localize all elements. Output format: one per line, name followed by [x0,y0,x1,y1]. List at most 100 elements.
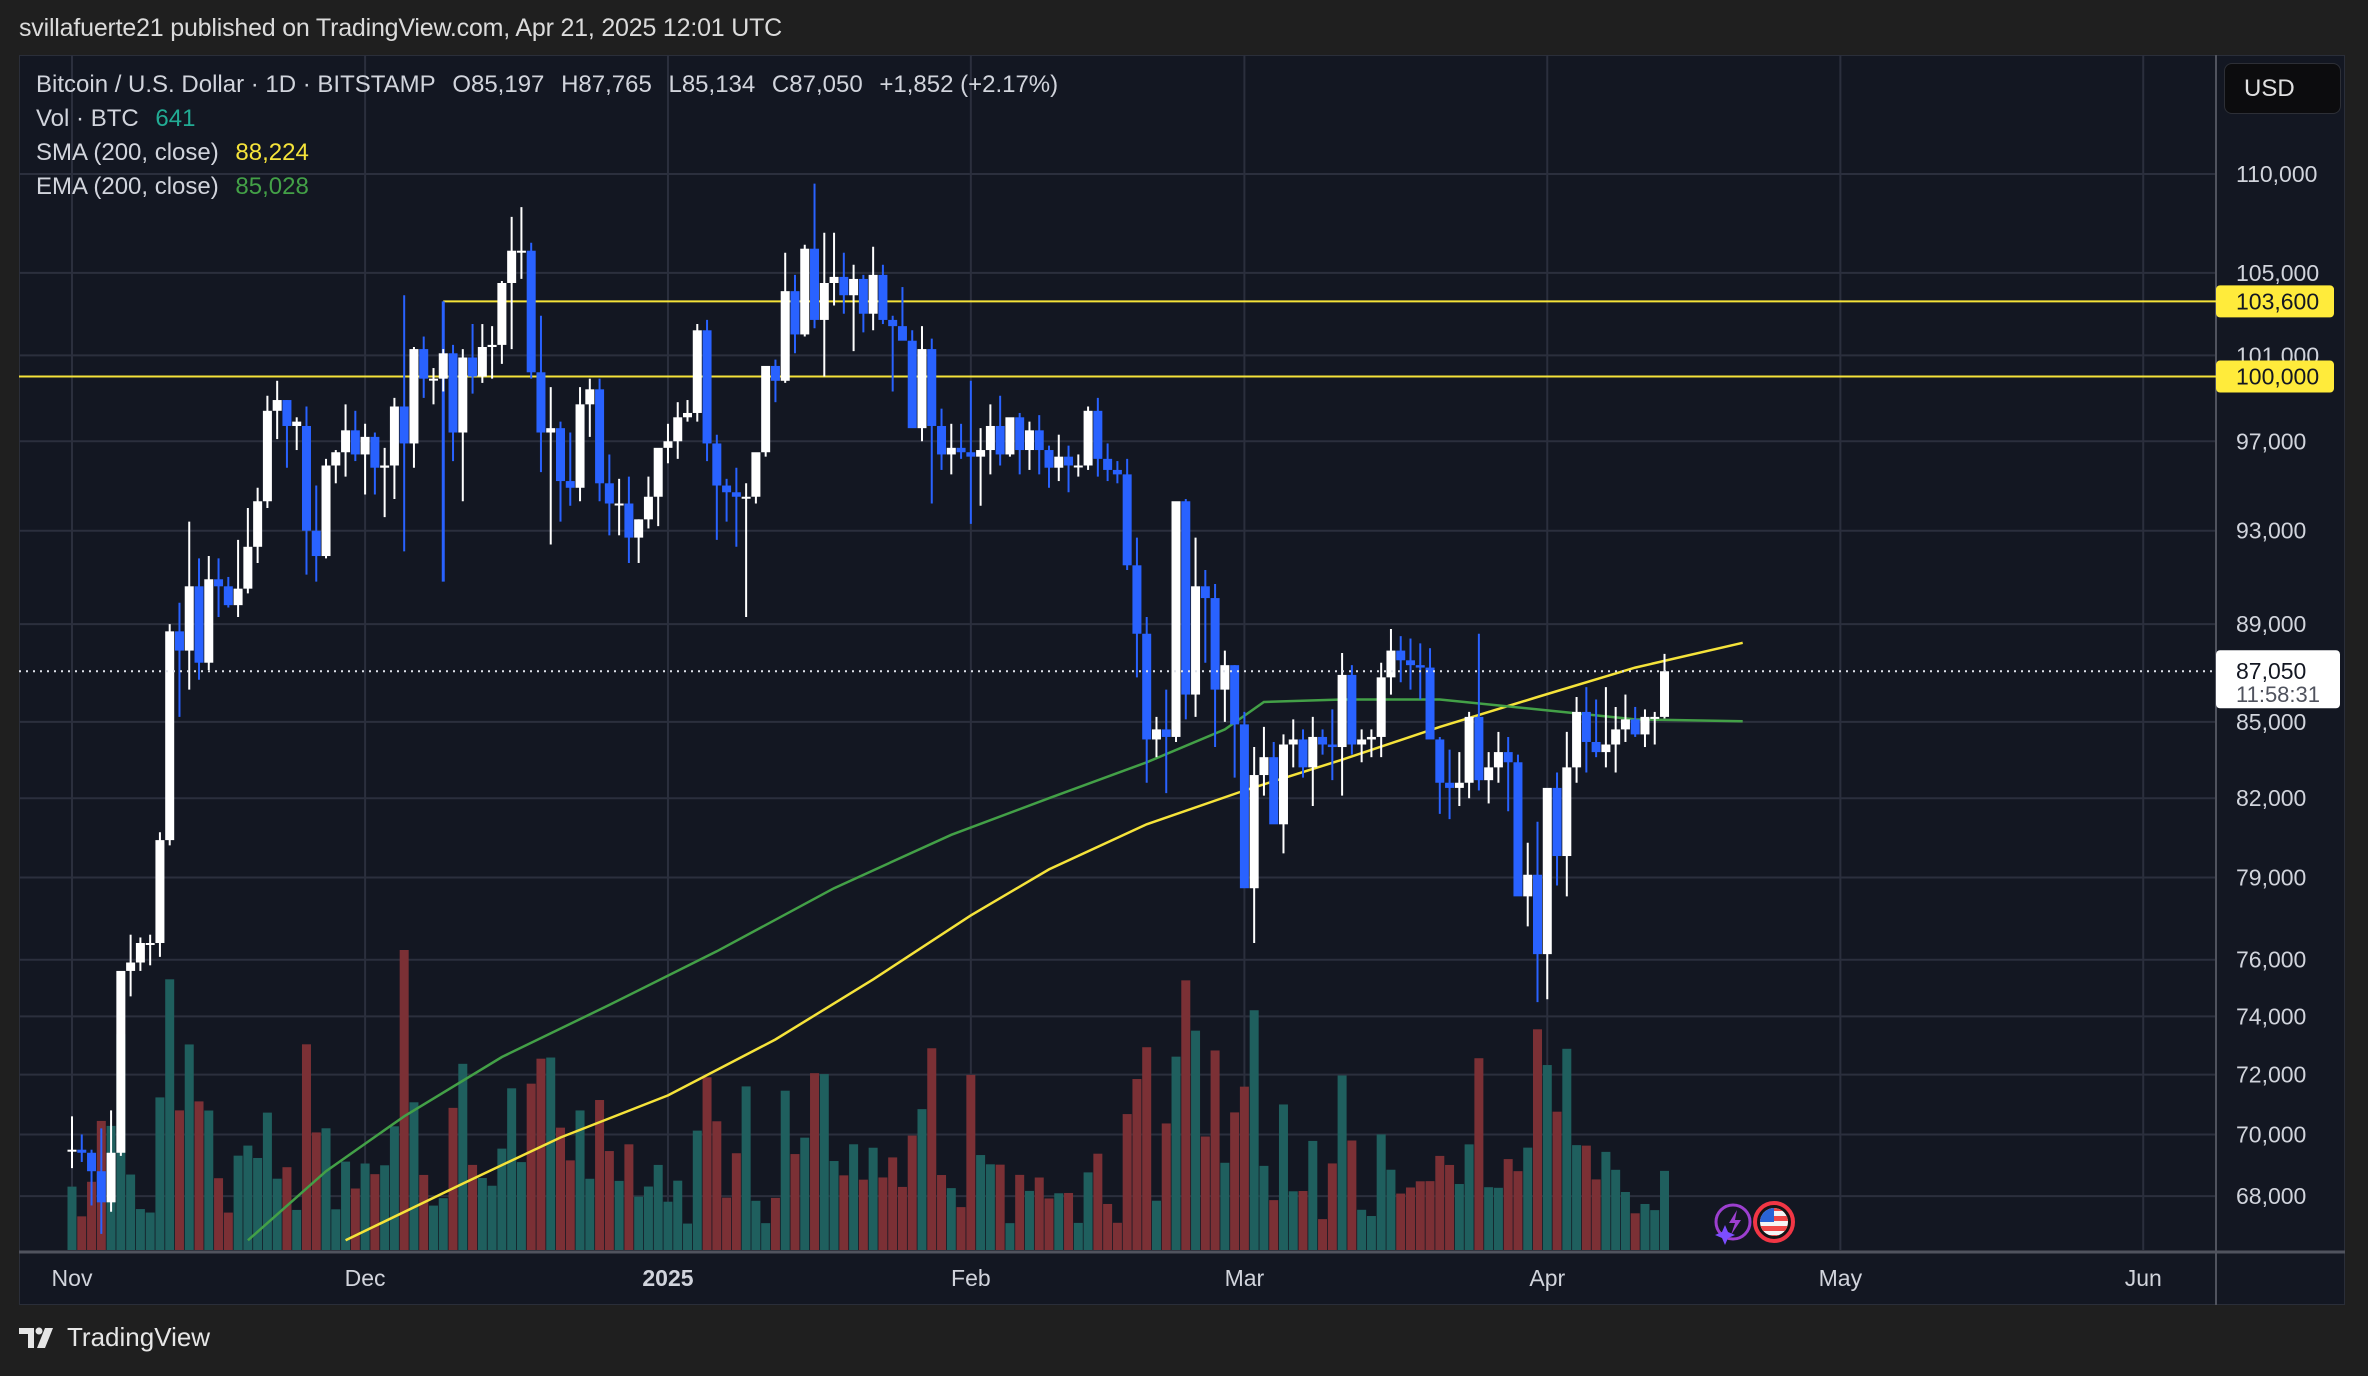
candle-body[interactable] [282,400,292,426]
candle-body[interactable] [341,430,351,453]
candle-body[interactable] [575,404,585,488]
candle-body[interactable] [106,1152,116,1203]
candle-body[interactable] [214,579,224,587]
candle-body[interactable] [946,447,956,455]
candle-body[interactable] [1005,417,1015,455]
candle-body[interactable] [350,430,360,455]
candle-body[interactable] [1191,586,1201,695]
candle-body[interactable] [1210,598,1220,690]
candle-body[interactable] [790,291,800,335]
candle-body[interactable] [546,428,556,433]
candle-body[interactable] [448,353,458,433]
candle-body[interactable] [976,450,986,457]
candle-body[interactable] [770,365,780,381]
candle-body[interactable] [1142,633,1152,740]
candle-body[interactable] [1405,660,1415,666]
candle-body[interactable] [1064,456,1074,466]
candle-body[interactable] [262,410,272,502]
candle-body[interactable] [829,276,839,283]
candle-body[interactable] [956,447,966,453]
candle-body[interactable] [1308,736,1318,768]
candle-body[interactable] [301,425,311,531]
candle-body[interactable] [1454,782,1464,788]
candle-body[interactable] [184,586,194,651]
symbol-title[interactable]: Bitcoin / U.S. Dollar · 1D · BITSTAMP [36,71,436,98]
candle-body[interactable] [1024,430,1034,451]
candle-body[interactable] [849,278,859,296]
candle-body[interactable] [1269,757,1279,825]
candle-body[interactable] [272,400,282,411]
candle-body[interactable] [233,588,243,606]
candle-body[interactable] [477,346,487,377]
candle-body[interactable] [1523,874,1533,897]
candle-body[interactable] [917,349,927,429]
candle-body[interactable] [399,406,409,444]
candle-body[interactable] [487,344,497,347]
candle-body[interactable] [1513,762,1523,897]
candle-body[interactable] [595,389,605,484]
volume-label[interactable]: Vol · BTC [36,105,139,132]
candle-body[interactable] [1122,474,1132,566]
candle-body[interactable] [1327,744,1337,748]
candle-body[interactable] [1259,757,1269,776]
candle-body[interactable] [702,330,712,444]
candle-body[interactable] [565,481,575,488]
candle-body[interactable] [1425,667,1435,740]
candle-body[interactable] [1181,501,1191,695]
candle-body[interactable] [1572,711,1582,768]
candle-body[interactable] [643,496,653,520]
candle-body[interactable] [1552,787,1562,857]
candle-body[interactable] [751,452,761,497]
candle-body[interactable] [389,406,399,466]
candle-body[interactable] [135,943,145,963]
candle-body[interactable] [1132,565,1142,634]
candle-body[interactable] [673,417,683,442]
candle-body[interactable] [1230,665,1240,725]
candle-body[interactable] [839,276,849,296]
candle-body[interactable] [1660,671,1670,717]
candle-body[interactable] [194,586,204,663]
candle-body[interactable] [419,349,429,379]
candle-body[interactable] [1044,450,1054,468]
candle-body[interactable] [1249,775,1259,889]
candle-body[interactable] [1601,744,1611,753]
candle-body[interactable] [204,579,214,663]
candle-body[interactable] [243,546,253,589]
lightning-event-icon[interactable] [1714,1203,1752,1241]
candle-body[interactable] [1034,430,1044,451]
candle-body[interactable] [458,357,468,433]
candle-body[interactable] [67,1149,77,1152]
candle-body[interactable] [438,353,448,379]
candle-body[interactable] [311,530,321,557]
candle-body[interactable] [1054,456,1064,468]
candle-body[interactable] [174,631,184,651]
candle-body[interactable] [155,840,165,944]
candle-body[interactable] [253,501,263,547]
candle-body[interactable] [878,274,888,320]
candle-body[interactable] [1562,767,1572,857]
candle-body[interactable] [927,349,937,426]
candle-body[interactable] [516,250,526,253]
candle-body[interactable] [1347,674,1357,745]
candle-body[interactable] [1278,744,1288,825]
candle-body[interactable] [1103,458,1113,470]
candle-body[interactable] [1073,465,1083,468]
candle-body[interactable] [409,349,419,444]
candle-body[interactable] [1112,469,1122,475]
candle-body[interactable] [536,372,546,433]
candle-body[interactable] [526,250,536,373]
candle-body[interactable] [380,465,390,468]
ema-label[interactable]: EMA (200, close) [36,173,219,200]
candle-body[interactable] [1464,716,1474,783]
candle-body[interactable] [985,425,995,451]
candle-body[interactable] [624,503,634,538]
candle-body[interactable] [96,1171,106,1203]
candle-body[interactable] [1493,752,1503,768]
candle-body[interactable] [1484,767,1494,781]
candle-body[interactable] [126,962,136,971]
candle-body[interactable] [1200,586,1210,599]
candle-body[interactable] [165,631,175,841]
candle-body[interactable] [614,503,624,506]
footer-brand[interactable]: TradingView [19,1322,210,1353]
